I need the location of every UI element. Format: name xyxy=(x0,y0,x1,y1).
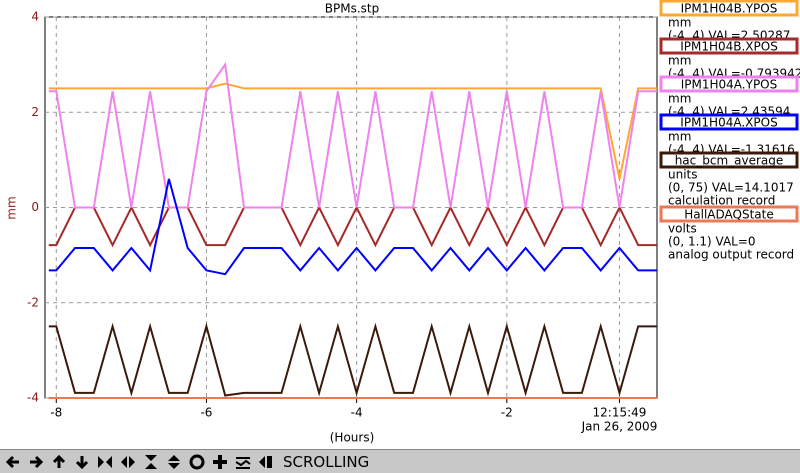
zoom-out-x-button[interactable] xyxy=(118,452,138,472)
legend-name: IPM1H04A.YPOS xyxy=(681,78,778,92)
legend-units: units xyxy=(668,168,698,182)
toolbar: SCROLLING xyxy=(0,449,800,473)
chart-title: BPMs.stp xyxy=(325,2,379,16)
series-line xyxy=(48,61,657,209)
zoom-out-y-button[interactable] xyxy=(164,452,184,472)
legend-box xyxy=(659,37,799,55)
pan-button[interactable] xyxy=(233,452,253,472)
refresh-button[interactable] xyxy=(256,452,276,472)
legend-box xyxy=(659,113,799,131)
legend-name: hac_bcm_average xyxy=(675,154,784,168)
legend-units: mm xyxy=(668,16,691,30)
legend-name: IPM1H04B.XPOS xyxy=(680,40,778,54)
reset-button[interactable] xyxy=(210,452,230,472)
scroll-down-button[interactable] xyxy=(72,452,92,472)
legend-name: IPM1H04B.YPOS xyxy=(681,2,778,16)
scroll-left-button[interactable] xyxy=(3,452,23,472)
x-tick-label: -2 xyxy=(501,406,513,420)
mode-label: SCROLLING xyxy=(283,452,370,471)
x-tick-label: -4 xyxy=(351,406,363,420)
zoom-in-y-button[interactable] xyxy=(141,452,161,472)
legend-readout: (0, 1.1) VAL=0 xyxy=(668,235,756,249)
series-line xyxy=(48,178,657,276)
legend-units: mm xyxy=(668,92,691,106)
y-tick-label: 0 xyxy=(31,200,39,214)
series-line xyxy=(48,82,657,180)
legend-box xyxy=(659,151,799,169)
chart: BPMs.stp (Hours) mm -4 -2 0 2 4 -8 -6 -4 -2 12:15… xyxy=(5,0,800,445)
legend-description: analog output record xyxy=(668,248,794,262)
x-tick-label: -6 xyxy=(200,406,212,420)
x-tick-label: 12:15:49 xyxy=(593,406,647,420)
scroll-right-button[interactable] xyxy=(26,452,46,472)
x-tick-label: -8 xyxy=(50,406,62,420)
legend-units: mm xyxy=(668,54,691,68)
y-axis-label: mm xyxy=(5,196,19,219)
auto-scale-button[interactable] xyxy=(187,452,207,472)
legend-units: volts xyxy=(668,222,697,236)
legend-box xyxy=(659,205,799,223)
y-tick-label: -4 xyxy=(27,391,39,405)
y-tick-label: -2 xyxy=(27,295,39,309)
legend-box xyxy=(659,75,799,93)
legend-description: calculation record xyxy=(668,194,775,208)
y-tick-label: 4 xyxy=(31,10,39,24)
legend-name: IPM1H04A.XPOS xyxy=(680,116,777,130)
legend-box xyxy=(659,0,799,17)
series-line xyxy=(48,322,657,397)
legend-readout: (0, 75) VAL=14.1017 xyxy=(668,181,794,195)
zoom-in-x-button[interactable] xyxy=(95,452,115,472)
x-date-label: Jan 26, 2009 xyxy=(581,420,658,434)
x-axis-label: (Hours) xyxy=(330,431,375,445)
legend-name: HallADAQState xyxy=(684,208,774,222)
scroll-up-button[interactable] xyxy=(49,452,69,472)
y-tick-label: 2 xyxy=(31,105,39,119)
legend-units: mm xyxy=(668,130,691,144)
series-line xyxy=(48,205,657,248)
